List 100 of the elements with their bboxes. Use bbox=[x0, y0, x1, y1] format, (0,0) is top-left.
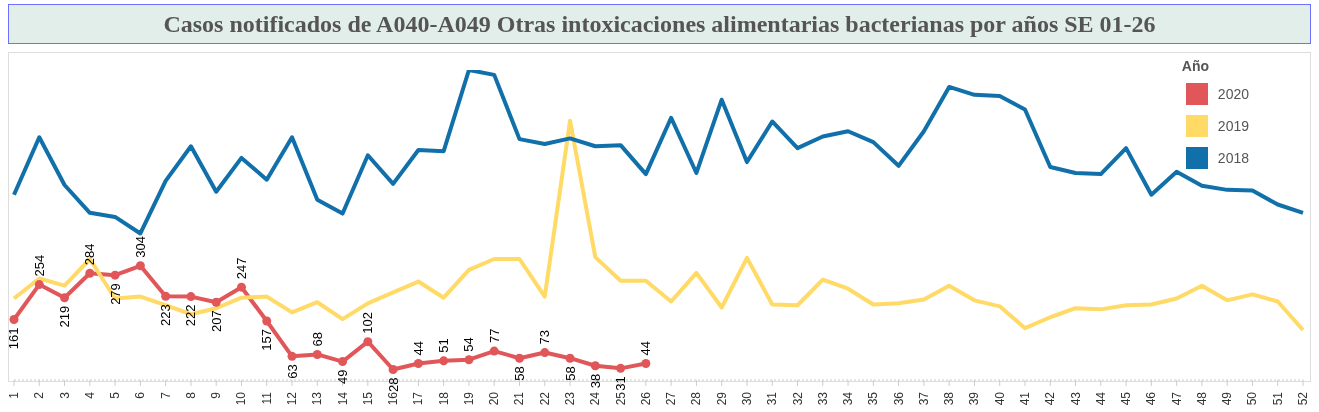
x-tick-label: 19 bbox=[461, 391, 476, 406]
x-tick-label: 9 bbox=[209, 391, 224, 399]
data-label: 279 bbox=[107, 283, 123, 305]
point bbox=[110, 270, 120, 280]
point bbox=[9, 315, 19, 324]
x-tick-label: 22 bbox=[537, 391, 552, 406]
data-label: 51 bbox=[436, 338, 452, 353]
x-tick-label: 4 bbox=[82, 391, 97, 399]
x-tick-label: 5 bbox=[108, 391, 123, 399]
x-tick-label: 27 bbox=[664, 391, 679, 406]
x-tick-label: 1 bbox=[7, 391, 21, 399]
point bbox=[312, 349, 322, 359]
x-tick-label: 11 bbox=[259, 391, 274, 405]
x-tick-label: 42 bbox=[1043, 391, 1058, 406]
legend-label: 2019 bbox=[1217, 118, 1249, 134]
point bbox=[439, 356, 449, 366]
data-label: 77 bbox=[486, 328, 502, 344]
point bbox=[540, 348, 550, 358]
x-tick-label: 45 bbox=[1119, 391, 1134, 406]
x-tick-label: 36 bbox=[891, 391, 906, 406]
chart-title: Casos notificados de A040-A049 Otras intoxicaciones alimentarias bacterianas por años SE 01-26 bbox=[163, 10, 1156, 38]
x-tick-label: 25 bbox=[613, 391, 628, 406]
point bbox=[338, 357, 348, 367]
x-tick-label: 7 bbox=[158, 391, 173, 399]
data-label: 54 bbox=[461, 337, 477, 352]
x-tick-label: 44 bbox=[1093, 391, 1108, 406]
point bbox=[34, 280, 44, 290]
x-tick-label: 47 bbox=[1169, 391, 1184, 406]
point bbox=[464, 355, 474, 365]
point bbox=[590, 361, 600, 371]
point bbox=[60, 293, 70, 303]
x-tick-label: 10 bbox=[234, 391, 249, 406]
x-tick-label: 29 bbox=[714, 391, 729, 406]
data-label: 58 bbox=[562, 366, 578, 381]
x-tick-label: 8 bbox=[183, 391, 198, 399]
point bbox=[135, 261, 145, 271]
x-tick-label: 6 bbox=[133, 391, 148, 399]
x-tick-label: 20 bbox=[487, 391, 502, 406]
data-label: 219 bbox=[57, 305, 73, 328]
x-tick-label: 32 bbox=[790, 391, 805, 406]
x-tick-label: 48 bbox=[1194, 391, 1209, 406]
data-label: 284 bbox=[82, 243, 98, 266]
point bbox=[413, 358, 423, 368]
data-label: 157 bbox=[259, 329, 275, 351]
x-tick-label: 52 bbox=[1296, 391, 1310, 406]
legend-title: Año bbox=[1181, 58, 1211, 74]
point bbox=[186, 292, 196, 302]
point bbox=[489, 346, 499, 356]
data-label: 44 bbox=[638, 341, 654, 356]
x-tick-label: 33 bbox=[815, 391, 830, 406]
data-label: 44 bbox=[410, 341, 426, 356]
x-tick-label: 40 bbox=[992, 391, 1007, 406]
point bbox=[363, 337, 373, 347]
x-tick-label: 26 bbox=[638, 391, 653, 406]
data-label: 49 bbox=[335, 369, 351, 385]
point bbox=[262, 316, 272, 326]
x-tick-label: 28 bbox=[689, 391, 704, 406]
x-tick-label: 43 bbox=[1068, 391, 1083, 406]
data-label: 161 bbox=[6, 327, 22, 350]
x-tick-label: 15 bbox=[360, 391, 375, 406]
data-label: 73 bbox=[537, 330, 553, 345]
x-tick-label: 13 bbox=[310, 391, 325, 406]
data-label: 38 bbox=[587, 373, 603, 389]
x-tick-label: 38 bbox=[942, 391, 957, 406]
point bbox=[211, 297, 221, 307]
x-tick-label: 14 bbox=[335, 391, 350, 406]
x-tick-label: 16 bbox=[386, 391, 401, 406]
data-label: 207 bbox=[208, 310, 224, 332]
data-label: 63 bbox=[284, 364, 300, 379]
x-tick-label: 17 bbox=[411, 391, 426, 406]
x-tick-label: 2 bbox=[32, 391, 47, 399]
x-tick-label: 49 bbox=[1220, 391, 1235, 406]
data-label: 102 bbox=[360, 311, 376, 334]
x-tick-label: 31 bbox=[765, 391, 780, 406]
point bbox=[287, 351, 297, 361]
x-tick-label: 23 bbox=[563, 391, 578, 406]
x-tick-label: 18 bbox=[436, 391, 451, 406]
point bbox=[161, 291, 171, 301]
x-tick-label: 37 bbox=[916, 391, 931, 406]
x-tick-label: 3 bbox=[57, 391, 72, 399]
x-tick-label: 50 bbox=[1245, 391, 1260, 406]
point bbox=[514, 353, 524, 363]
data-label: 223 bbox=[158, 304, 174, 326]
data-label: 68 bbox=[309, 331, 325, 347]
legend-label: 2020 bbox=[1217, 86, 1249, 102]
point bbox=[236, 282, 246, 292]
x-tick-label: 46 bbox=[1144, 391, 1159, 406]
point bbox=[565, 353, 575, 363]
point bbox=[388, 364, 398, 374]
legend-label: 2018 bbox=[1217, 150, 1249, 166]
x-tick-label: 39 bbox=[967, 391, 982, 406]
point bbox=[616, 363, 626, 373]
x-tick-label: 34 bbox=[841, 391, 856, 406]
data-label: 254 bbox=[31, 254, 47, 277]
point bbox=[85, 268, 95, 278]
data-label: 222 bbox=[183, 304, 199, 327]
data-label: 304 bbox=[132, 236, 148, 258]
x-tick-label: 41 bbox=[1017, 391, 1032, 406]
point bbox=[641, 358, 651, 368]
x-tick-label: 21 bbox=[512, 391, 527, 406]
